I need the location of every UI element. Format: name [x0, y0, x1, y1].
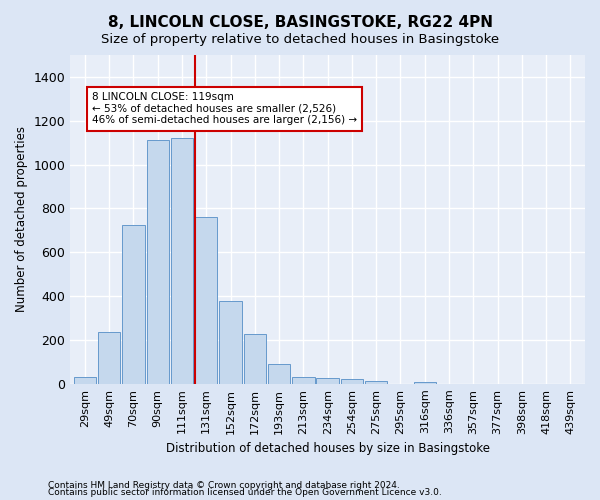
Text: Size of property relative to detached houses in Basingstoke: Size of property relative to detached ho…	[101, 32, 499, 46]
Text: Contains HM Land Registry data © Crown copyright and database right 2024.: Contains HM Land Registry data © Crown c…	[48, 480, 400, 490]
Bar	[292, 377, 314, 384]
Text: 8 LINCOLN CLOSE: 119sqm
← 53% of detached houses are smaller (2,526)
46% of semi: 8 LINCOLN CLOSE: 119sqm ← 53% of detache…	[92, 92, 357, 126]
Bar	[146, 140, 169, 384]
Y-axis label: Number of detached properties: Number of detached properties	[15, 126, 28, 312]
Bar	[98, 332, 121, 384]
Text: Contains public sector information licensed under the Open Government Licence v3: Contains public sector information licen…	[48, 488, 442, 497]
Bar	[122, 225, 145, 384]
Bar	[220, 300, 242, 384]
Text: 8, LINCOLN CLOSE, BASINGSTOKE, RG22 4PN: 8, LINCOLN CLOSE, BASINGSTOKE, RG22 4PN	[107, 15, 493, 30]
Bar	[316, 378, 339, 384]
Bar	[413, 382, 436, 384]
Bar	[244, 334, 266, 384]
X-axis label: Distribution of detached houses by size in Basingstoke: Distribution of detached houses by size …	[166, 442, 490, 455]
Bar	[74, 377, 96, 384]
Bar	[341, 380, 363, 384]
Bar	[268, 364, 290, 384]
Bar	[171, 138, 193, 384]
Bar	[195, 217, 217, 384]
Bar	[365, 380, 388, 384]
